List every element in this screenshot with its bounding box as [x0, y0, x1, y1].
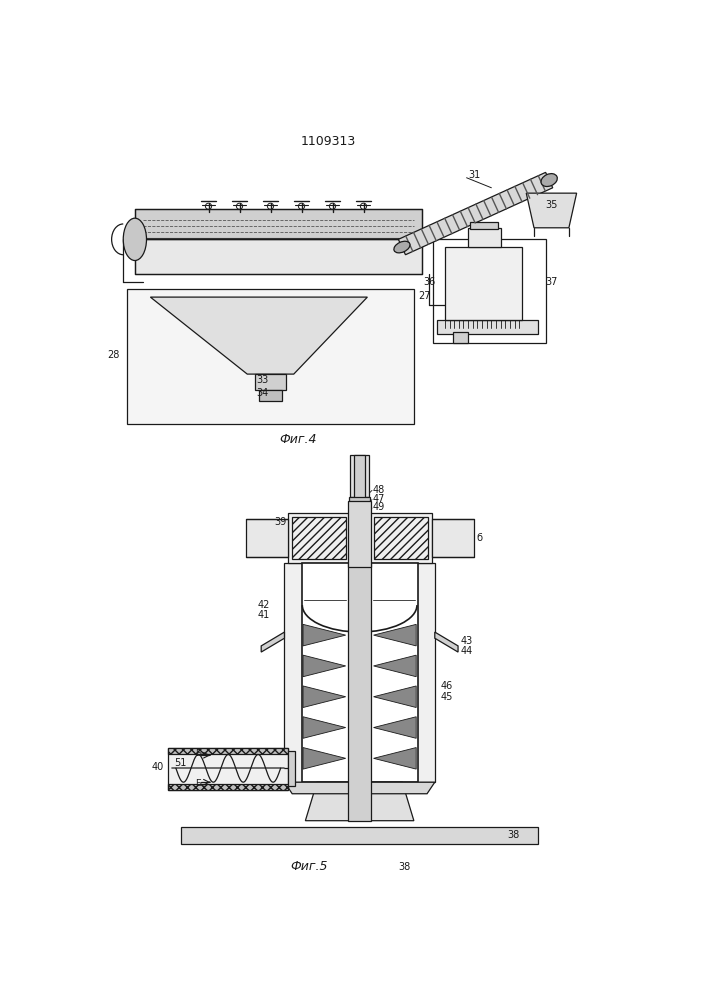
Bar — [353, 503, 367, 511]
Polygon shape — [373, 748, 416, 769]
Text: Б: Б — [195, 749, 201, 758]
Bar — [182, 827, 538, 844]
Text: 47: 47 — [373, 494, 385, 504]
Polygon shape — [303, 655, 346, 677]
Text: б: б — [477, 533, 483, 543]
Text: Б: Б — [195, 779, 201, 788]
Bar — [259, 389, 282, 401]
Text: 35: 35 — [546, 200, 558, 210]
Bar — [246, 519, 288, 557]
Ellipse shape — [541, 174, 557, 187]
Polygon shape — [373, 655, 416, 677]
Bar — [255, 374, 286, 389]
Bar — [348, 563, 371, 821]
Bar — [284, 563, 435, 782]
Polygon shape — [373, 686, 416, 708]
Polygon shape — [373, 717, 416, 738]
Bar — [168, 748, 288, 754]
Bar — [468, 228, 501, 247]
Polygon shape — [305, 782, 414, 821]
Text: 38: 38 — [398, 862, 411, 872]
Bar — [288, 751, 295, 786]
Bar — [292, 517, 346, 559]
Bar — [348, 501, 371, 567]
Bar — [437, 320, 538, 334]
Polygon shape — [303, 717, 346, 738]
Polygon shape — [151, 297, 368, 374]
Polygon shape — [526, 193, 577, 228]
Text: 39: 39 — [274, 517, 286, 527]
Text: Фиг.4: Фиг.4 — [279, 433, 316, 446]
Polygon shape — [303, 624, 346, 646]
Bar — [354, 455, 365, 505]
Text: 27: 27 — [418, 291, 431, 301]
Text: 34: 34 — [257, 388, 269, 398]
Text: 38: 38 — [507, 830, 519, 840]
Text: 51: 51 — [175, 758, 187, 768]
Text: 37: 37 — [546, 277, 558, 287]
Text: 49: 49 — [373, 502, 385, 512]
Text: 44: 44 — [460, 646, 472, 656]
Text: 48: 48 — [373, 485, 385, 495]
Polygon shape — [261, 632, 284, 652]
Text: 33: 33 — [257, 375, 269, 385]
Bar — [349, 497, 370, 503]
Bar — [127, 289, 414, 424]
Text: 31: 31 — [468, 170, 480, 180]
Bar — [373, 517, 428, 559]
Text: 28: 28 — [107, 350, 120, 360]
Polygon shape — [452, 332, 468, 343]
Text: 46: 46 — [441, 681, 453, 691]
Polygon shape — [284, 782, 435, 794]
Bar — [168, 748, 288, 790]
Polygon shape — [373, 624, 416, 646]
Text: Фиг.5: Фиг.5 — [291, 860, 328, 873]
Polygon shape — [135, 239, 421, 274]
Polygon shape — [435, 632, 458, 652]
Text: 1109313: 1109313 — [301, 135, 356, 148]
Bar — [168, 784, 288, 790]
Polygon shape — [303, 686, 346, 708]
Bar — [445, 247, 522, 320]
Bar — [470, 222, 498, 229]
Bar — [301, 563, 418, 782]
Text: 45: 45 — [441, 692, 453, 702]
Bar — [432, 519, 474, 557]
Ellipse shape — [394, 241, 410, 253]
Bar — [433, 239, 546, 343]
Text: 40: 40 — [151, 762, 163, 772]
Bar — [288, 513, 432, 563]
Text: 42: 42 — [257, 600, 269, 610]
Ellipse shape — [123, 218, 146, 261]
Polygon shape — [303, 748, 346, 769]
Bar — [351, 455, 369, 497]
Text: 41: 41 — [257, 610, 269, 620]
Text: 43: 43 — [460, 636, 472, 646]
Polygon shape — [135, 209, 421, 239]
Text: 36: 36 — [423, 277, 436, 287]
Polygon shape — [398, 172, 553, 255]
